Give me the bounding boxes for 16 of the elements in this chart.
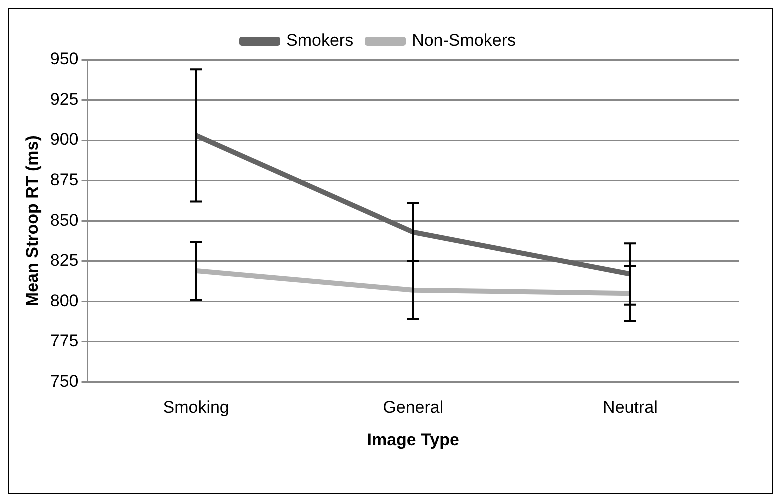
y-axis-title: Mean Stroop RT (ms) xyxy=(22,136,42,307)
y-tick-label: 825 xyxy=(50,251,79,270)
y-tick-label: 850 xyxy=(50,210,79,230)
legend-label: Non-Smokers xyxy=(412,31,516,50)
y-tick-label: 900 xyxy=(50,130,79,150)
x-tick-label: Neutral xyxy=(603,398,658,418)
y-tick-label: 950 xyxy=(50,50,79,69)
y-tick-label: 800 xyxy=(50,291,79,310)
y-tick-label: 925 xyxy=(50,90,79,109)
y-tick-label: 775 xyxy=(50,332,79,351)
legend-label: Smokers xyxy=(286,31,354,50)
x-tick-label: Smoking xyxy=(163,398,230,418)
x-tick-label: General xyxy=(383,398,444,418)
y-tick-label: 750 xyxy=(50,372,79,391)
x-axis-title: Image Type xyxy=(367,430,460,450)
y-tick-label: 875 xyxy=(50,170,79,190)
